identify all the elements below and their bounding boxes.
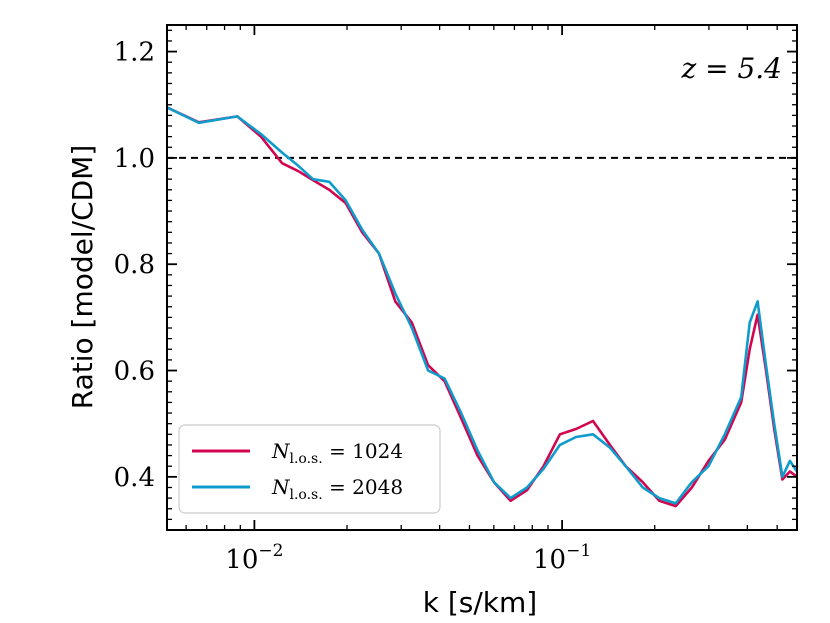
y-tick-label: 1.2 (114, 38, 155, 68)
legend-box (178, 424, 441, 514)
legend: Nl.o.s. = 1024 Nl.o.s. = 2048 (178, 424, 441, 514)
legend-label-2048: Nl.o.s. = 2048 (271, 475, 403, 503)
x-tick-label: 10−2 (225, 541, 283, 575)
plot-frame (166, 24, 798, 531)
y-tick-label: 0.6 (114, 357, 155, 387)
y-axis-label: Ratio [model/CDM] (66, 145, 99, 410)
series-line-2048 (167, 106, 797, 505)
y-tick-label: 0.4 (114, 463, 155, 493)
x-axis-label: k [s/km] (423, 586, 537, 619)
legend-label-1024: Nl.o.s. = 1024 (271, 439, 403, 467)
y-tick-label: 1.0 (114, 144, 155, 174)
y-tick-label: 0.8 (114, 250, 155, 280)
annotation-redshift: z = 5.4 (680, 52, 782, 85)
x-tick-label: 10−1 (533, 541, 591, 575)
